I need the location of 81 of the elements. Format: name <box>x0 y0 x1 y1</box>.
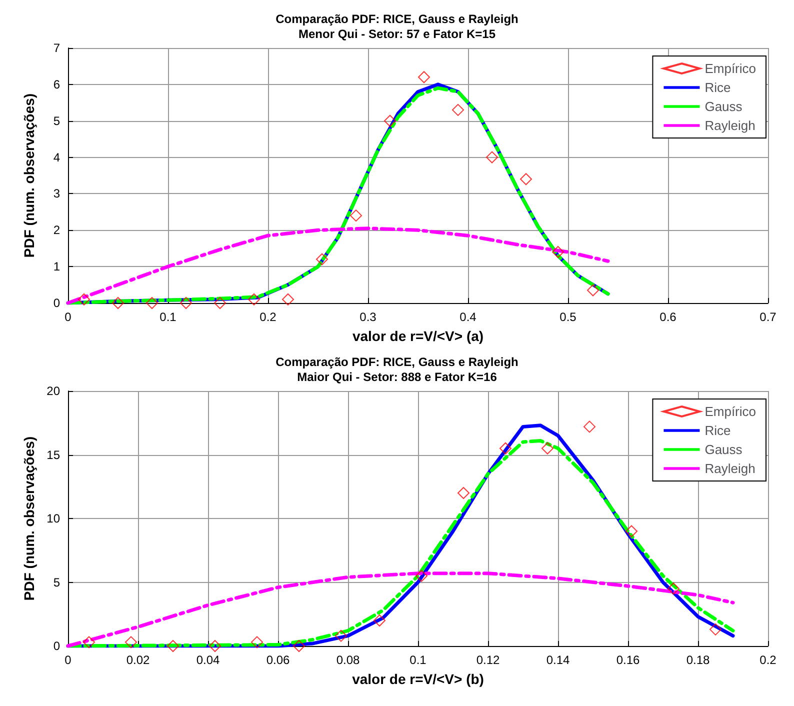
legend-label: Rice <box>704 423 731 438</box>
point <box>251 636 263 648</box>
point <box>416 570 428 582</box>
legend-label: Gauss <box>704 442 743 457</box>
line-series <box>66 226 610 305</box>
point <box>209 640 221 652</box>
chart-subtitle: Maior Qui - Setor: 888 e Fator K=16 <box>297 370 498 384</box>
legend-label: Gauss <box>704 99 743 114</box>
point <box>350 210 362 222</box>
x-tick-label: 0.04 <box>196 653 220 667</box>
point <box>214 297 226 309</box>
y-tick-label: 0 <box>53 639 60 653</box>
x-axis-title: valor de r=V/<V> (b) <box>352 671 484 687</box>
legend-label: Empírico <box>704 61 756 76</box>
point <box>167 640 179 652</box>
point <box>520 173 532 186</box>
y-tick-label: 15 <box>46 448 60 462</box>
point <box>146 297 158 309</box>
x-tick-label: 0.14 <box>546 653 570 667</box>
y-axis-title: PDF (num. observações) <box>21 93 37 258</box>
y-axis-title: PDF (num. observações) <box>20 436 37 601</box>
point <box>83 636 95 648</box>
y-tick-label: 4 <box>53 150 60 164</box>
x-tick-label: 0.02 <box>126 653 150 667</box>
point <box>125 636 137 648</box>
x-tick-label: 0.1 <box>160 310 177 324</box>
x-tick-label: 0.3 <box>360 310 377 324</box>
point <box>335 630 347 642</box>
chart-title: Comparação PDF: RICE, Gauss e Rayleigh <box>276 12 518 26</box>
point <box>293 640 305 652</box>
y-tick-label: 0 <box>53 296 60 310</box>
y-tick-label: 20 <box>46 384 60 398</box>
y-tick-label: 1 <box>53 260 60 274</box>
x-tick-label: 0.4 <box>460 310 477 324</box>
point <box>112 297 124 309</box>
x-tick-label: 0.7 <box>760 310 777 324</box>
point <box>552 246 564 258</box>
point <box>418 71 430 84</box>
point <box>180 297 192 309</box>
point <box>486 151 498 164</box>
legend-label: Rayleigh <box>704 461 756 476</box>
x-tick-label: 0.6 <box>660 310 677 324</box>
x-tick-label: 0.06 <box>266 653 290 667</box>
point <box>316 253 328 266</box>
x-tick-label: 0.1 <box>410 653 427 667</box>
legend-label: Rayleigh <box>704 118 756 133</box>
x-axis-title: valor de r=V/<V> (a) <box>352 328 484 344</box>
point <box>626 525 638 538</box>
x-tick-label: 0.12 <box>476 653 500 667</box>
x-tick-label: 0.16 <box>616 653 640 667</box>
point <box>458 487 470 499</box>
y-tick-label: 6 <box>53 77 60 92</box>
chart-subtitle: Menor Qui - Setor: 57 e Fator K=15 <box>298 27 496 41</box>
y-tick-label: 10 <box>46 512 60 526</box>
point <box>584 420 596 433</box>
x-tick-label: 0.5 <box>560 310 577 324</box>
legend-label: Rice <box>704 80 731 95</box>
point <box>78 293 90 306</box>
point <box>542 442 554 454</box>
x-tick-label: 0.08 <box>336 653 360 667</box>
y-tick-label: 2 <box>53 223 60 238</box>
x-tick-label: 0.2 <box>260 310 277 324</box>
y-tick-label: 3 <box>53 186 60 201</box>
point <box>710 623 722 636</box>
y-tick-label: 5 <box>53 575 60 590</box>
point <box>500 442 512 454</box>
x-tick-label: 0 <box>64 653 72 667</box>
x-tick-label: 0 <box>64 310 72 324</box>
chart-title: Comparação PDF: RICE, Gauss e Rayleigh <box>276 355 518 369</box>
x-tick-label: 0.18 <box>686 653 710 667</box>
point <box>452 104 464 116</box>
x-tick-label: 0.2 <box>760 653 777 667</box>
y-tick-label: 7 <box>53 41 60 55</box>
point <box>374 614 386 626</box>
point <box>248 293 260 306</box>
point <box>668 582 680 595</box>
legend-label: Empírico <box>704 404 756 419</box>
point <box>282 293 294 306</box>
y-tick-label: 5 <box>53 114 60 128</box>
point <box>587 284 599 296</box>
point <box>384 114 396 127</box>
